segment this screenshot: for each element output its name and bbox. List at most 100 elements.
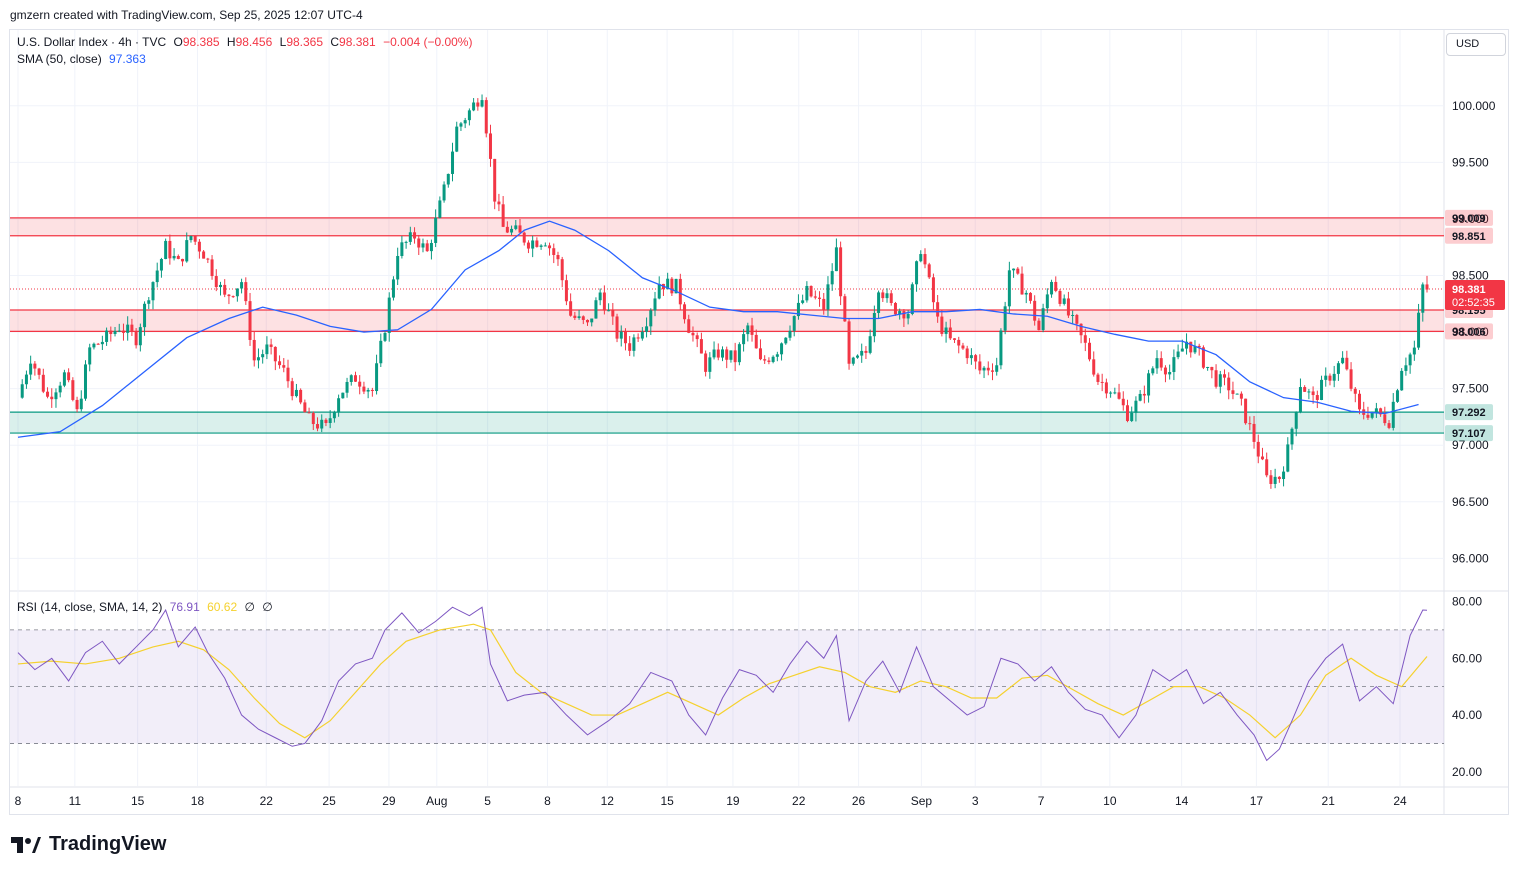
candle-body: [796, 302, 800, 317]
candle-body: [864, 350, 868, 353]
candle-body: [733, 350, 737, 363]
candle-body: [1425, 284, 1429, 290]
candle-body: [1176, 351, 1180, 358]
candle-body: [248, 301, 252, 340]
chart-credit: gmzern created with TradingView.com, Sep…: [10, 8, 363, 22]
resistance-zone: [10, 310, 1444, 332]
candle-body: [699, 339, 703, 354]
currency-button[interactable]: USD: [1446, 33, 1506, 56]
candle-body: [488, 133, 492, 159]
price-tick-label: 96.500: [1452, 495, 1489, 509]
candle-body: [1071, 314, 1075, 316]
candle-body: [1016, 268, 1020, 274]
rsi-tick-label: 80.00: [1452, 595, 1482, 609]
sma-line: [17, 220, 1419, 438]
candle-body: [1130, 412, 1134, 421]
candle-body: [1395, 390, 1399, 402]
candle-body: [602, 292, 606, 311]
rsi-sma-value: 60.62: [207, 600, 238, 614]
candle-body: [413, 232, 417, 239]
candle-body: [855, 355, 859, 358]
candle-body: [240, 282, 244, 289]
candle-body: [611, 310, 615, 317]
time-tick-label: 24: [1393, 794, 1407, 808]
candle-body: [1341, 357, 1345, 364]
candle-body: [788, 330, 792, 338]
candle-body: [1012, 268, 1016, 271]
candle-body: [940, 316, 944, 334]
time-tick-label: 22: [260, 794, 274, 808]
candle-body: [1345, 357, 1349, 370]
candle-body: [1083, 335, 1087, 343]
candle-body: [24, 374, 28, 385]
candle-body: [337, 398, 341, 413]
time-tick-label: 8: [544, 794, 551, 808]
candle-body: [265, 344, 269, 355]
candle-body: [843, 296, 847, 322]
candle-body: [1269, 475, 1273, 484]
zone-price-label: 99.009: [1452, 213, 1486, 225]
candle-body: [358, 381, 362, 387]
candle-body: [666, 278, 670, 290]
candle-body: [349, 375, 353, 382]
candle-body: [1138, 393, 1142, 401]
candle-body: [1273, 476, 1277, 484]
candle-body: [1328, 375, 1332, 381]
candle-body: [805, 285, 809, 301]
candle-body: [1201, 347, 1205, 368]
candle-body: [71, 380, 75, 400]
candle-body: [1370, 411, 1374, 418]
candle-body: [1028, 292, 1032, 301]
candle-body: [121, 330, 125, 333]
candle-body: [758, 348, 762, 360]
candle-body: [332, 412, 336, 419]
candle-body: [653, 298, 657, 311]
candle-body: [750, 325, 754, 335]
tradingview-logo-icon: [11, 836, 41, 853]
candle-body: [442, 184, 446, 201]
candle-body: [370, 389, 374, 392]
candle-body: [261, 354, 265, 358]
candle-body: [1214, 370, 1218, 387]
candle-body: [927, 264, 931, 278]
candle-body: [480, 100, 484, 107]
candle-body: [822, 298, 826, 310]
candle-body: [813, 296, 817, 298]
zone-price-label: 98.851: [1452, 231, 1486, 243]
candle-body: [957, 339, 961, 346]
candle-body: [176, 255, 180, 259]
time-tick-label: 25: [322, 794, 336, 808]
candle-body: [1066, 298, 1070, 316]
candle-body: [307, 412, 311, 414]
price-tick-label: 97.000: [1452, 438, 1489, 452]
candle-body: [324, 419, 328, 423]
candle-body: [33, 363, 37, 369]
candle-body: [126, 324, 130, 333]
candle-body: [1336, 363, 1340, 374]
candle-body: [286, 367, 290, 382]
candle-body: [1412, 347, 1416, 355]
candle-body: [1324, 375, 1328, 380]
sma-label: SMA (50, close): [17, 52, 102, 66]
candle-body: [526, 242, 530, 249]
main-legend: U.S. Dollar Index · 4h · TVC O98.385 H98…: [17, 35, 476, 49]
candle-body: [1193, 345, 1197, 353]
candle-body: [767, 360, 771, 362]
candle-body: [923, 254, 927, 265]
candle-body: [1256, 441, 1260, 457]
candle-body: [990, 370, 994, 372]
candle-body: [446, 173, 450, 185]
candle-body: [1379, 408, 1383, 415]
candle-body: [1185, 341, 1189, 349]
time-tick-label: 11: [69, 794, 82, 808]
price-tick-label: 97.500: [1452, 382, 1489, 396]
candle-body: [898, 311, 902, 315]
candle-body: [1320, 379, 1324, 400]
candle-body: [1096, 374, 1100, 382]
candle-body: [345, 381, 349, 393]
tradingview-logo[interactable]: TradingView: [11, 833, 166, 856]
candle-body: [737, 344, 741, 363]
candle-body: [607, 310, 611, 312]
candle-body: [472, 102, 476, 111]
